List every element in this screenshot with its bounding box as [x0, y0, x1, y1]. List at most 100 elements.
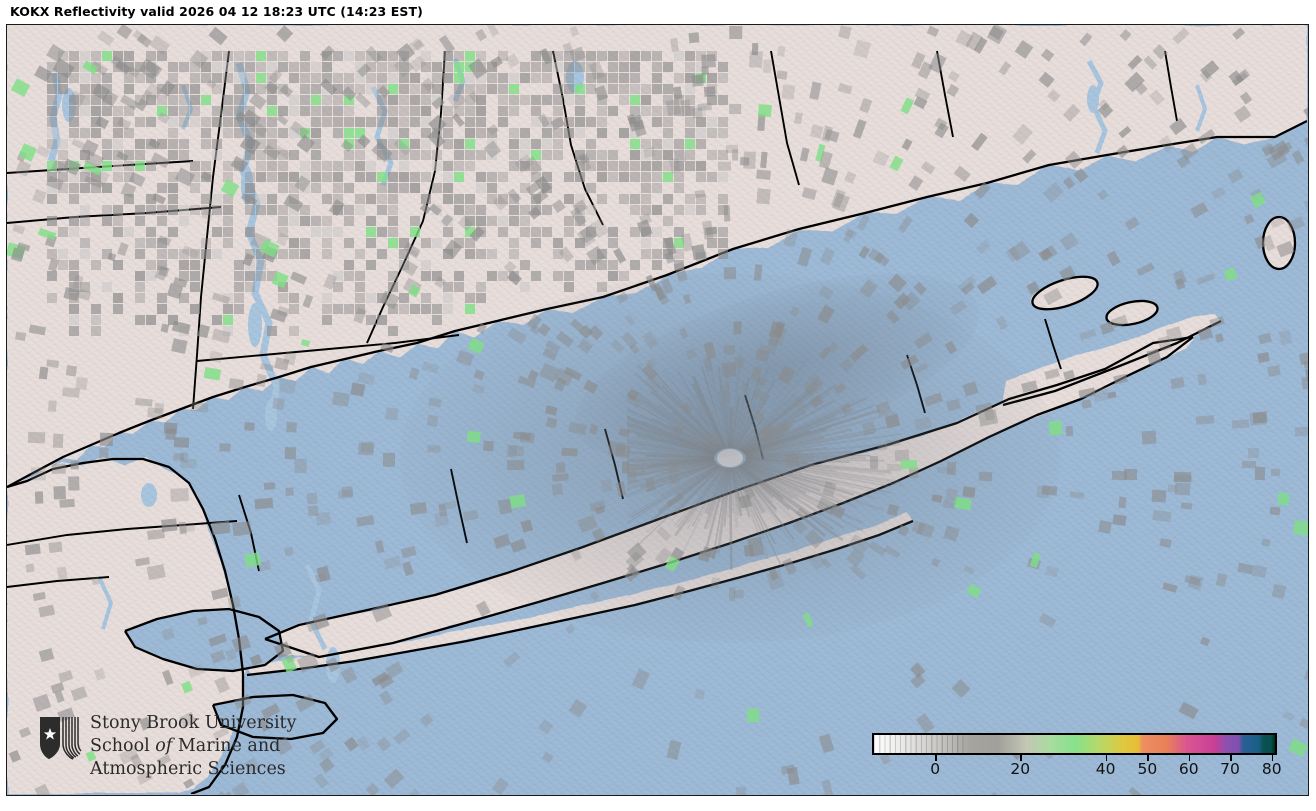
radar-echo-cell: [1124, 468, 1138, 480]
radar-echo-cell: [553, 95, 563, 105]
radar-echo-cell: [408, 502, 427, 516]
radar-echo-cell: [537, 323, 551, 337]
radar-echo-cell: [707, 117, 717, 127]
radar-echo-cell: [503, 651, 521, 668]
radar-echo-cell: [487, 194, 497, 204]
radar-echo-cell: [465, 95, 475, 105]
radar-echo-cell: [344, 216, 354, 226]
radar-echo-cell: [669, 37, 680, 52]
radar-echo-cell: [135, 293, 145, 303]
radar-echo-cell: [300, 128, 310, 138]
radar-echo-cell: [179, 216, 189, 226]
radar-echo-cell: [542, 95, 552, 105]
radar-echo-cell: [575, 194, 585, 204]
radar-echo-cell: [564, 194, 574, 204]
radar-echo-cell: [575, 117, 585, 127]
radar-echo-cell: [311, 139, 321, 149]
radar-echo-cell: [421, 106, 431, 116]
radar-echo-cell: [355, 249, 365, 259]
reflectivity-colorbar[interactable]: 0 20 40 50 60 70 80: [866, 731, 1283, 789]
radar-echo-cell: [388, 139, 398, 149]
radar-echo-cell: [135, 205, 145, 215]
radar-echo-cell: [1298, 717, 1308, 732]
radar-echo-cell: [685, 194, 695, 204]
radar-echo-cell: [91, 172, 101, 182]
radar-echo-cell: [168, 73, 178, 83]
radar-echo-cell: [80, 172, 90, 182]
radar-echo-cell: [70, 686, 88, 702]
radar-echo-cell: [168, 172, 178, 182]
radar-echo-cell: [210, 650, 226, 664]
radar-echo-cell: [597, 95, 607, 105]
radar-echo-cell: [223, 73, 233, 83]
radar-echo-cell: [463, 510, 479, 522]
radar-echo-cell: [509, 128, 519, 138]
radar-echo-cell: [1151, 489, 1167, 503]
radar-echo-cell: [388, 216, 398, 226]
radar-echo-cell: [234, 95, 244, 105]
radar-echo-cell: [443, 194, 453, 204]
radar-echo-cell: [245, 282, 255, 292]
radar-echo-cell: [588, 424, 598, 435]
radar-echo-cell: [808, 81, 822, 100]
radar-echo-cell: [498, 194, 508, 204]
radar-echo-cell: [553, 271, 563, 281]
radar-echo-cell: [344, 238, 354, 248]
radar-echo-cell: [487, 150, 497, 160]
radar-echo-cell: [641, 139, 651, 149]
radar-echo-cell: [162, 669, 174, 686]
radar-echo-cell: [465, 106, 475, 116]
radar-echo-cell: [58, 260, 68, 270]
radar-echo-cell: [487, 128, 497, 138]
radar-echo-cell: [454, 150, 464, 160]
radar-echo-cell: [179, 117, 189, 127]
radar-echo-cell: [388, 183, 398, 193]
radar-echo-cell: [1059, 265, 1077, 282]
radar-echo-cell: [168, 95, 178, 105]
radar-echo-cell: [146, 564, 166, 580]
radar-echo-cell: [781, 84, 795, 101]
radar-echo-cell: [289, 95, 299, 105]
map-frame[interactable]: [6, 24, 1309, 796]
radar-echo-cell: [665, 740, 681, 760]
radar-echo-cell: [1173, 471, 1191, 483]
radar-echo-cell: [333, 73, 343, 83]
map-canvas[interactable]: [7, 25, 1308, 795]
radar-echo-cell: [509, 95, 519, 105]
radar-echo-cell: [344, 271, 354, 281]
radar-echo-cell: [74, 377, 88, 391]
radar-echo-cell: [80, 238, 90, 248]
colorbar-bar[interactable]: [872, 733, 1277, 755]
radar-echo-cell: [663, 216, 673, 226]
radar-echo-cell: [388, 73, 398, 83]
radar-echo-cell: [691, 107, 703, 119]
radar-echo-cell: [80, 73, 90, 83]
radar-echo-cell: [586, 51, 596, 61]
radar-echo-cell: [168, 139, 178, 149]
radar-echo-cell: [777, 46, 785, 58]
radar-echo-cell: [322, 62, 332, 72]
radar-echo-cell: [476, 205, 486, 215]
radar-echo-cell: [30, 467, 47, 481]
radar-echo-cell: [223, 128, 233, 138]
radar-echo-cell: [970, 132, 988, 152]
radar-echo-cell: [10, 77, 31, 97]
radar-echo-cell: [365, 783, 380, 795]
radar-echo-cell: [50, 682, 65, 694]
radar-echo-cell: [355, 282, 365, 292]
radar-echo-cell: [190, 106, 200, 116]
radar-echo-cell: [410, 304, 420, 314]
radar-echo-cell: [332, 391, 350, 407]
landmass-islands: [1032, 217, 1295, 326]
radar-echo-cell: [300, 84, 310, 94]
radar-echo-cell: [300, 95, 310, 105]
radar-echo-cell: [278, 51, 288, 61]
radar-echo-cell: [355, 117, 365, 127]
radar-echo-cell: [70, 138, 86, 151]
radar-echo-cell: [817, 304, 835, 324]
radar-echo-cell: [586, 205, 596, 215]
radar-echo-cell: [47, 128, 57, 138]
radar-echo-cell: [696, 128, 706, 138]
radar-echo-cell: [1255, 466, 1266, 480]
radar-echo-cell: [537, 718, 554, 735]
